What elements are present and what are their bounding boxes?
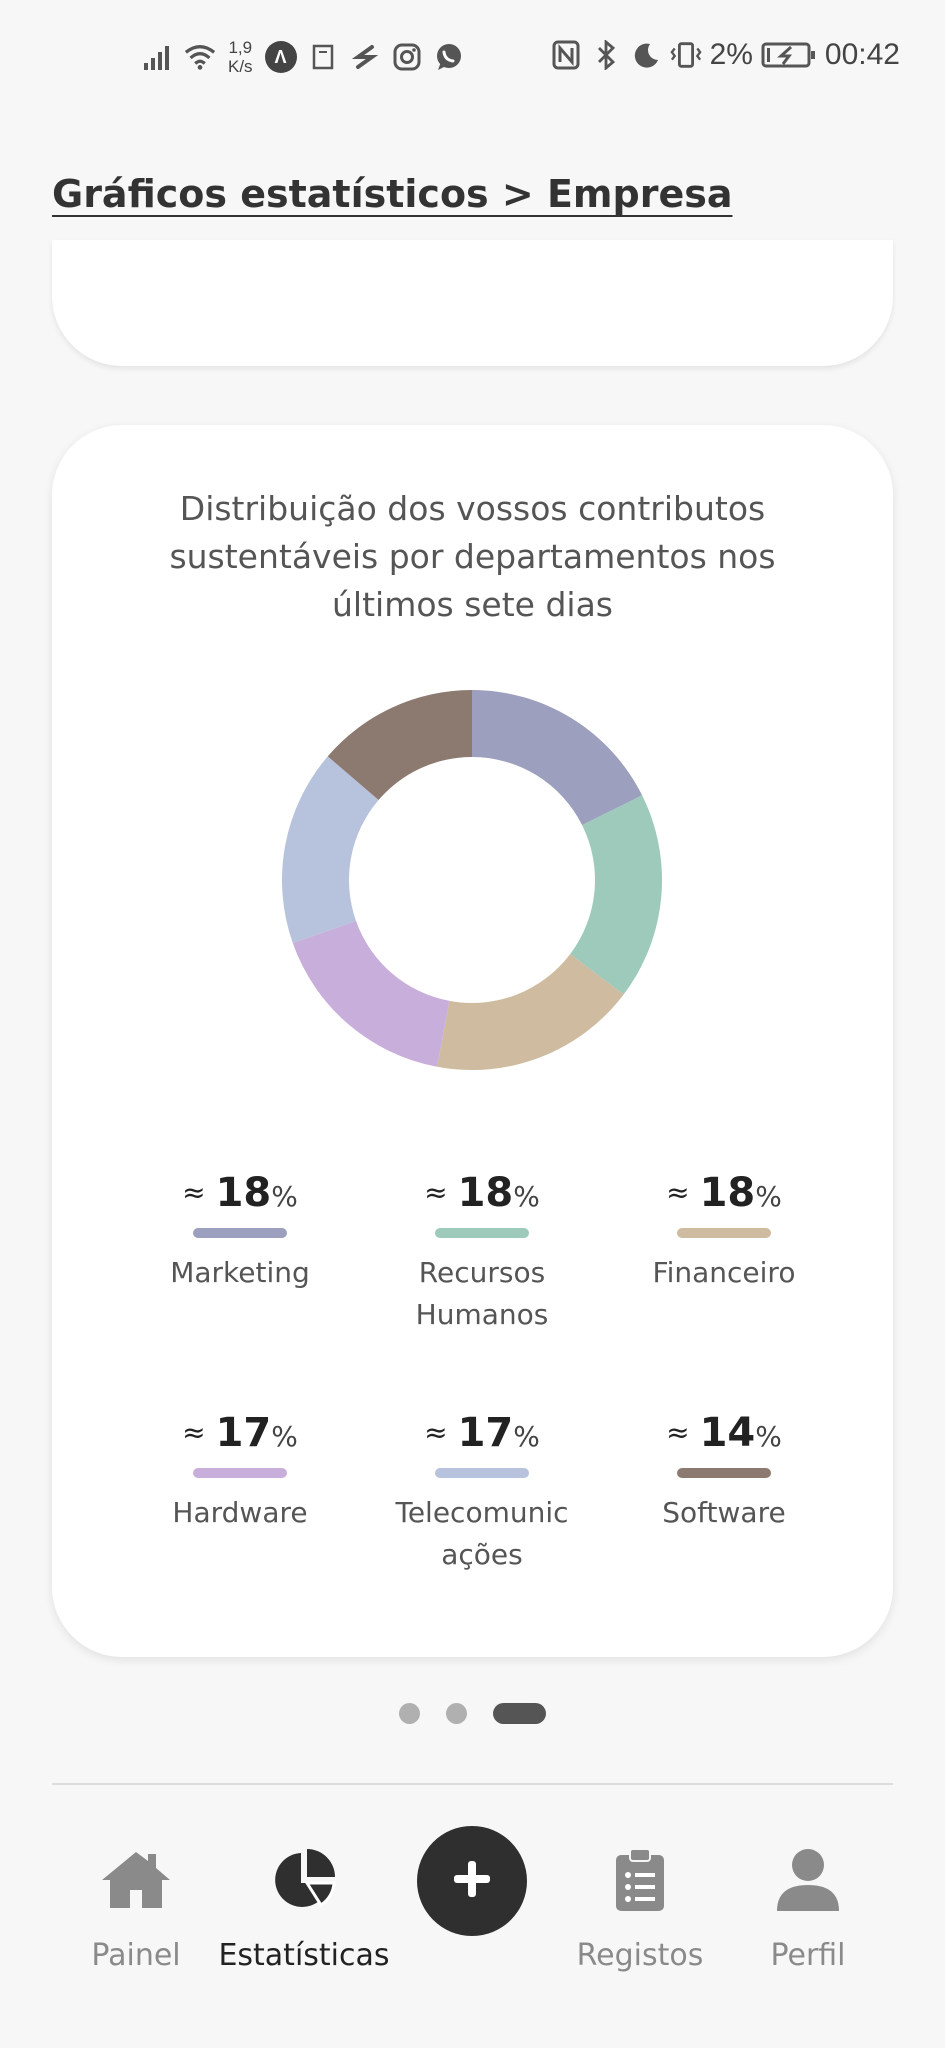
user-icon bbox=[718, 1840, 898, 1920]
nav-label-estatisticas: Estatísticas bbox=[218, 1938, 390, 1973]
battery-percent: 2% bbox=[709, 38, 753, 71]
donut-slice-software bbox=[327, 690, 472, 800]
legend-number: 17 bbox=[215, 1410, 272, 1456]
nfc-icon bbox=[550, 39, 582, 71]
legend-value: ≈18% bbox=[372, 1170, 592, 1216]
percent-sign: % bbox=[755, 1180, 782, 1213]
legend-color-bar bbox=[193, 1228, 287, 1238]
donut-slice-recursos-humanos bbox=[570, 795, 662, 995]
approx-symbol: ≈ bbox=[182, 1416, 206, 1449]
legend-value: ≈17% bbox=[130, 1410, 350, 1456]
percent-sign: % bbox=[755, 1420, 782, 1453]
app-a-icon: Λ bbox=[264, 41, 297, 73]
battery-charging-icon bbox=[761, 39, 817, 71]
approx-symbol: ≈ bbox=[424, 1416, 448, 1449]
donut-slice-financeiro bbox=[437, 954, 624, 1070]
legend-label: Software bbox=[662, 1496, 786, 1529]
pager-dot-1[interactable] bbox=[399, 1703, 420, 1724]
legend-item-hardware: ≈17% Hardware bbox=[130, 1410, 350, 1534]
status-bar: 1,9 K/s Λ 2% 00:42 bbox=[0, 0, 945, 118]
sync-icon bbox=[349, 41, 381, 73]
percent-sign: % bbox=[271, 1180, 298, 1213]
legend-number: 18 bbox=[215, 1170, 272, 1216]
status-bar-left: 1,9 K/s Λ bbox=[142, 38, 465, 76]
legend-color-bar bbox=[193, 1468, 287, 1478]
legend-number: 14 bbox=[699, 1410, 756, 1456]
chart-card: Distribuição dos vossos contributos sust… bbox=[52, 425, 893, 1657]
donut-slice-hardware bbox=[292, 920, 450, 1067]
percent-sign: % bbox=[513, 1420, 540, 1453]
nav-label-perfil: Perfil bbox=[770, 1938, 846, 1973]
clock: 00:42 bbox=[824, 38, 900, 71]
legend-label: Recursos Humanos bbox=[415, 1256, 549, 1331]
pager-dot-3[interactable] bbox=[493, 1703, 546, 1724]
breadcrumb[interactable]: Gráficos estatísticos > Empresa bbox=[52, 172, 733, 216]
legend-value: ≈17% bbox=[372, 1410, 592, 1456]
nav-label-registos: Registos bbox=[576, 1938, 704, 1973]
bottom-nav: Painel Estatísticas Registos Perfil bbox=[0, 1820, 945, 2020]
signal-icon bbox=[142, 41, 174, 73]
instagram-icon bbox=[391, 41, 423, 73]
whatsapp-icon bbox=[433, 41, 465, 73]
donut-chart bbox=[282, 690, 662, 1070]
legend-item-software: ≈14% Software bbox=[614, 1410, 834, 1534]
legend-item-telecomunicações: ≈17% Telecomunicações bbox=[372, 1410, 592, 1576]
legend-number: 18 bbox=[699, 1170, 756, 1216]
clipboard-list-icon bbox=[550, 1840, 730, 1920]
percent-sign: % bbox=[271, 1420, 298, 1453]
approx-symbol: ≈ bbox=[182, 1176, 206, 1209]
approx-symbol: ≈ bbox=[666, 1416, 690, 1449]
approx-symbol: ≈ bbox=[666, 1176, 690, 1209]
pie-chart-icon bbox=[214, 1840, 394, 1920]
legend-label: Hardware bbox=[172, 1496, 308, 1529]
add-button[interactable] bbox=[417, 1826, 527, 1936]
legend-value: ≈18% bbox=[130, 1170, 350, 1216]
percent-sign: % bbox=[513, 1180, 540, 1213]
nav-item-registos[interactable]: Registos bbox=[550, 1840, 730, 1973]
legend-color-bar bbox=[677, 1468, 771, 1478]
plus-icon bbox=[450, 1857, 494, 1905]
legend-item-marketing: ≈18% Marketing bbox=[130, 1170, 350, 1294]
donut-slice-telecomunicações bbox=[282, 756, 379, 944]
wifi-icon bbox=[184, 41, 216, 73]
donut-slice-marketing bbox=[472, 690, 643, 826]
home-icon bbox=[46, 1840, 226, 1920]
legend-label: Telecomunicações bbox=[395, 1496, 569, 1571]
legend-color-bar bbox=[435, 1228, 529, 1238]
carousel-pager bbox=[0, 1703, 945, 1724]
moon-icon bbox=[630, 39, 662, 71]
vibrate-icon bbox=[669, 39, 702, 71]
legend-label: Marketing bbox=[170, 1256, 310, 1289]
status-bar-right: 2% 00:42 bbox=[550, 38, 900, 72]
nav-label-painel: Painel bbox=[91, 1938, 181, 1973]
nav-item-painel[interactable]: Painel bbox=[46, 1840, 226, 1973]
previous-chart-card bbox=[52, 240, 893, 366]
legend-value: ≈14% bbox=[614, 1410, 834, 1456]
nav-divider bbox=[52, 1783, 893, 1785]
legend-label: Financeiro bbox=[652, 1256, 796, 1289]
legend-color-bar bbox=[435, 1468, 529, 1478]
bluetooth-icon bbox=[590, 39, 622, 71]
legend-number: 18 bbox=[457, 1170, 514, 1216]
pager-dot-2[interactable] bbox=[446, 1703, 467, 1724]
network-speed: 1,9 K/s bbox=[228, 38, 253, 76]
legend-item-financeiro: ≈18% Financeiro bbox=[614, 1170, 834, 1294]
nav-item-perfil[interactable]: Perfil bbox=[718, 1840, 898, 1973]
nav-item-estatisticas[interactable]: Estatísticas bbox=[214, 1840, 394, 1973]
legend-value: ≈18% bbox=[614, 1170, 834, 1216]
chart-title: Distribuição dos vossos contributos sust… bbox=[169, 489, 776, 624]
approx-symbol: ≈ bbox=[424, 1176, 448, 1209]
legend-number: 17 bbox=[457, 1410, 514, 1456]
legend-item-recursos-humanos: ≈18% Recursos Humanos bbox=[372, 1170, 592, 1336]
notes-icon bbox=[307, 41, 339, 73]
legend-color-bar bbox=[677, 1228, 771, 1238]
